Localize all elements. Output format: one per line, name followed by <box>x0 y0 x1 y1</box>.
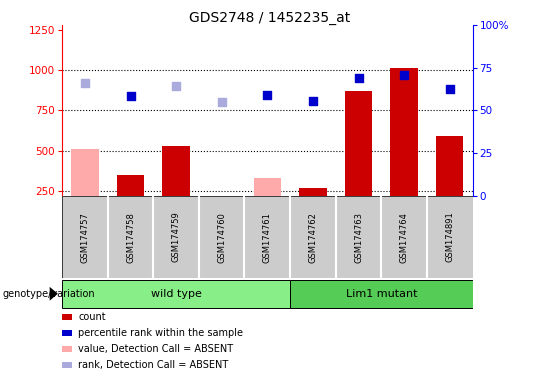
Text: genotype/variation: genotype/variation <box>3 289 96 299</box>
Point <box>126 93 135 99</box>
Text: wild type: wild type <box>151 289 201 299</box>
Polygon shape <box>50 287 58 301</box>
Text: GSM174763: GSM174763 <box>354 212 363 263</box>
Bar <box>436 136 463 196</box>
Text: GSM174757: GSM174757 <box>80 212 90 263</box>
Bar <box>62 280 290 308</box>
Point <box>218 99 226 106</box>
Text: GSM174758: GSM174758 <box>126 212 135 263</box>
Point <box>308 98 317 104</box>
Text: GDS2748 / 1452235_at: GDS2748 / 1452235_at <box>190 11 350 25</box>
Point <box>80 80 89 86</box>
Text: percentile rank within the sample: percentile rank within the sample <box>78 328 244 338</box>
Bar <box>117 175 144 196</box>
Point <box>400 72 408 78</box>
Text: GSM174891: GSM174891 <box>445 212 454 263</box>
Point <box>172 83 180 89</box>
Bar <box>290 280 472 308</box>
Text: Lim1 mutant: Lim1 mutant <box>346 289 417 299</box>
Text: GSM174760: GSM174760 <box>217 212 226 263</box>
Text: GSM174762: GSM174762 <box>308 212 318 263</box>
Point <box>263 92 272 98</box>
Bar <box>71 149 99 196</box>
Text: value, Detection Call = ABSENT: value, Detection Call = ABSENT <box>78 344 233 354</box>
Bar <box>299 188 327 196</box>
Point <box>354 75 363 81</box>
Text: GSM174761: GSM174761 <box>263 212 272 263</box>
Text: GSM174759: GSM174759 <box>172 212 180 263</box>
Point <box>446 86 454 93</box>
Bar <box>254 178 281 196</box>
Text: count: count <box>78 312 106 322</box>
Text: GSM174764: GSM174764 <box>400 212 409 263</box>
Bar <box>163 146 190 196</box>
Bar <box>345 91 372 196</box>
Bar <box>390 68 418 196</box>
Text: rank, Detection Call = ABSENT: rank, Detection Call = ABSENT <box>78 360 228 370</box>
